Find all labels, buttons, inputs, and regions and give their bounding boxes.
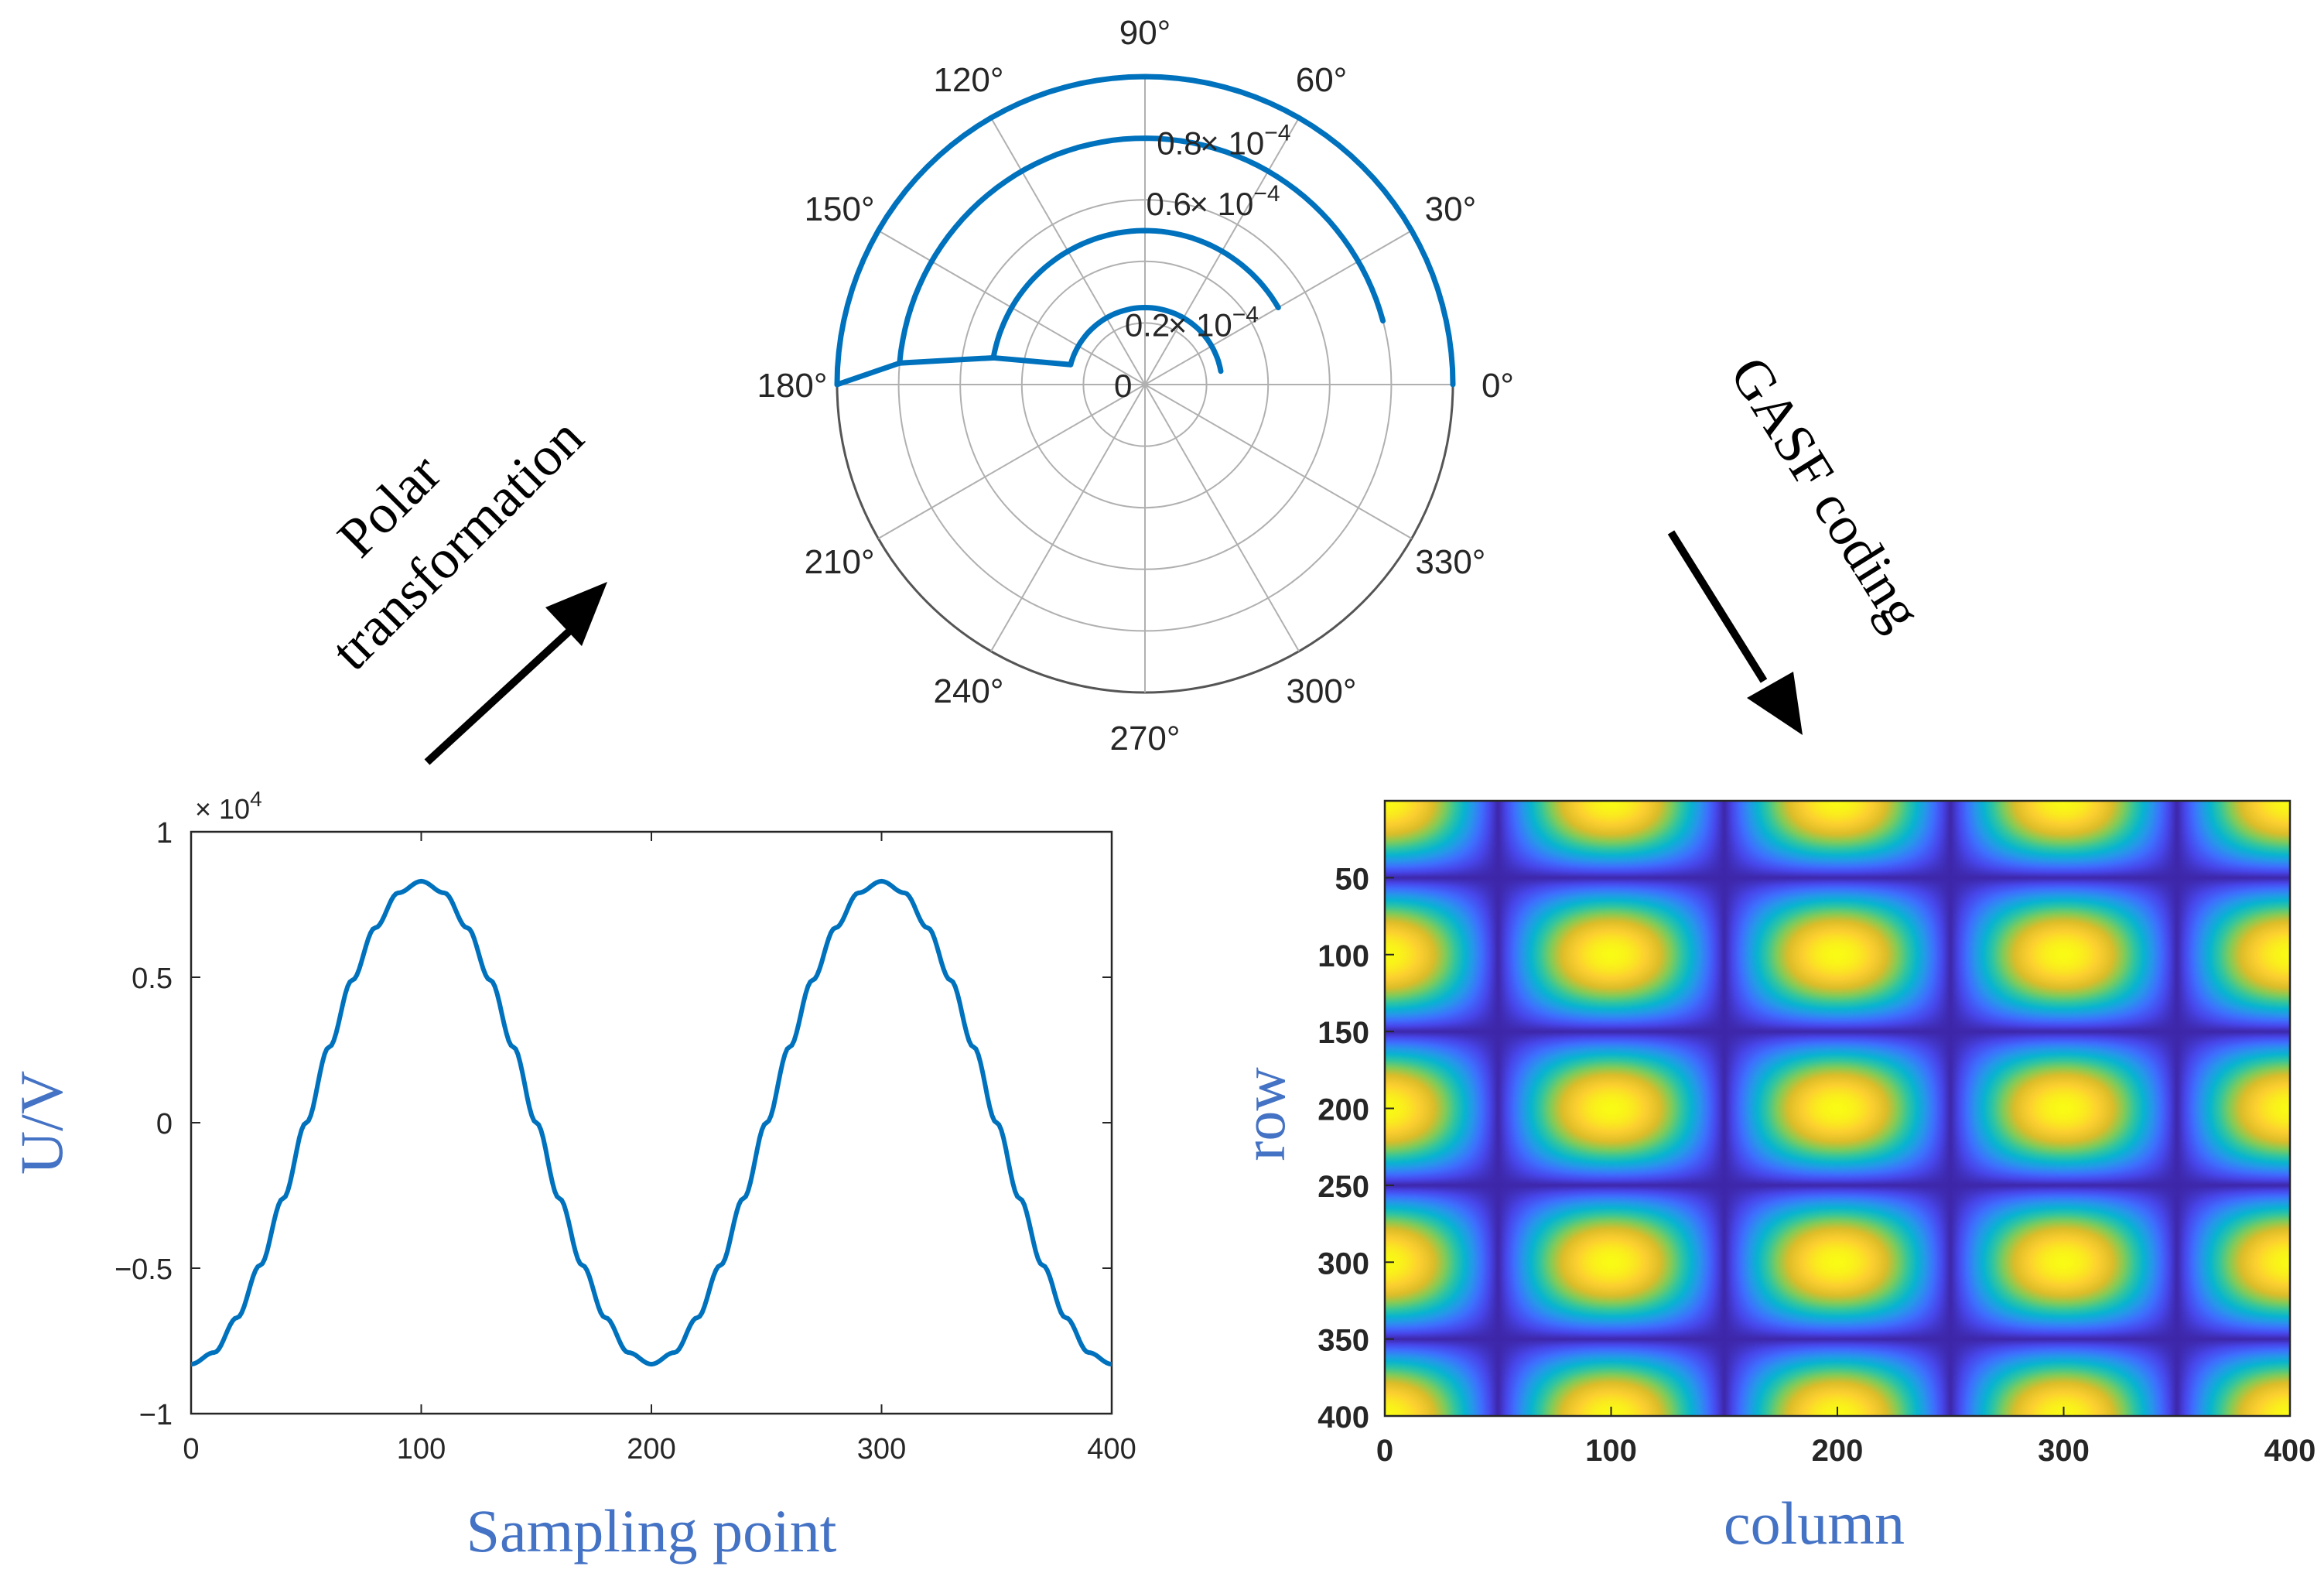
time-series-xtick-label: 400 bbox=[1087, 1433, 1136, 1465]
gasf-xtick-label: 100 bbox=[1585, 1434, 1637, 1468]
gasf-ticks: 0 100 200 300 400 50 100 150 200 250 300 350 400 bbox=[1318, 862, 2315, 1468]
gasf-xtick-label: 200 bbox=[1812, 1434, 1864, 1468]
time-series-axes-box bbox=[190, 830, 1113, 1415]
gasf-xtick-label: 300 bbox=[2038, 1434, 2090, 1468]
polar-r-tick-exponent: × 10−4 bbox=[1189, 181, 1280, 222]
polar-curve-link bbox=[834, 360, 903, 388]
gasf-ytick-label: 50 bbox=[1335, 862, 1370, 896]
gasf-ytick-label: 250 bbox=[1318, 1170, 1369, 1204]
polar-transform-arrow-shaft bbox=[424, 625, 576, 765]
polar-theta-tick-label: 60° bbox=[1296, 61, 1348, 99]
polar-spoke bbox=[1144, 384, 1413, 539]
gasf-ytick-label: 150 bbox=[1318, 1016, 1369, 1050]
polar-theta-tick-label: 150° bbox=[805, 190, 875, 228]
polar-theta-tick-label: 90° bbox=[1119, 14, 1171, 52]
polar-r-labels: 00.2× 10−40.6× 10−40.8× 10−4 bbox=[1114, 120, 1290, 404]
time-series-xtick-label: 0 bbox=[183, 1433, 199, 1465]
time-series-ytick-label: 0 bbox=[156, 1108, 173, 1141]
time-series-xlabel: Sampling point bbox=[467, 1497, 837, 1565]
gasf-ytick-label: 300 bbox=[1318, 1247, 1369, 1281]
polar-curve-arc bbox=[834, 74, 1456, 388]
polar-theta-tick-label: 120° bbox=[933, 61, 1003, 99]
time-series-chart: 0 100 200 300 400 1 0.5 0 −0.5 −1 × 104 Sampling … bbox=[8, 787, 1136, 1565]
polar-r-tick-exponent: × 10−4 bbox=[1200, 120, 1290, 161]
gasf-ytick-label: 200 bbox=[1318, 1093, 1369, 1127]
polar-spoke bbox=[877, 384, 1146, 539]
time-series-ytick-label: −1 bbox=[139, 1399, 173, 1431]
polar-curve-arc bbox=[990, 227, 1281, 361]
gasf-coding-arrow-head bbox=[1747, 672, 1803, 735]
polar-theta-tick-label: 180° bbox=[757, 367, 827, 405]
gasf-coding-arrow-shaft bbox=[1667, 530, 1768, 683]
gasf-ylabel: row bbox=[1230, 1067, 1297, 1161]
polar-curve-link bbox=[990, 354, 1074, 368]
polar-theta-labels: 0° 30° 60° 90° 120° 150° 180° 210° 240° 270° 300° 3… bbox=[757, 14, 1514, 758]
time-series-line bbox=[191, 878, 1112, 1367]
time-series-xtick-label: 300 bbox=[857, 1433, 906, 1465]
time-series-exponent: × 104 bbox=[195, 787, 262, 825]
polar-r-tick-label: 0.2 bbox=[1125, 307, 1170, 344]
time-series-ytick-label: 0.5 bbox=[132, 963, 173, 995]
polar-theta-tick-label: 30° bbox=[1425, 190, 1477, 228]
polar-r-tick-exponent: × 10−4 bbox=[1168, 303, 1259, 344]
gasf-xtick-label: 0 bbox=[1376, 1434, 1393, 1468]
time-series-xtick-label: 100 bbox=[397, 1433, 446, 1465]
polar-spoke bbox=[1144, 384, 1300, 652]
polar-r-tick-label: 0.8 bbox=[1157, 125, 1201, 161]
gasf-coding-arrow bbox=[1667, 530, 1803, 735]
polar-curve-arc bbox=[1068, 304, 1224, 374]
polar-grid bbox=[836, 75, 1454, 694]
time-series-ticks: 0 100 200 300 400 1 0.5 0 −0.5 −1 bbox=[114, 817, 1136, 1465]
polar-curve-link bbox=[897, 354, 996, 366]
gasf-ytick-label: 100 bbox=[1318, 939, 1369, 973]
polar-plot: 0° 30° 60° 90° 120° 150° 180° 210° 240° 270° 300° 3… bbox=[757, 14, 1514, 758]
gasf-heatmap-chart: 0 100 200 300 400 50 100 150 200 250 300 350 400 col… bbox=[1230, 799, 2315, 1557]
polar-spoke bbox=[990, 384, 1146, 652]
gasf-xlabel: column bbox=[1724, 1489, 1905, 1557]
gasf-heatmap-image bbox=[1385, 801, 2290, 1416]
polar-curves bbox=[834, 74, 1456, 388]
polar-theta-tick-label: 330° bbox=[1415, 543, 1485, 581]
time-series-xtick-label: 200 bbox=[627, 1433, 675, 1465]
polar-transform-arrow-head bbox=[545, 582, 607, 646]
polar-theta-tick-label: 210° bbox=[805, 543, 875, 581]
gasf-ytick-label: 400 bbox=[1318, 1400, 1369, 1435]
gasf-ytick-label: 350 bbox=[1318, 1324, 1369, 1358]
polar-r-tick-label: 0 bbox=[1114, 368, 1132, 404]
polar-theta-tick-label: 300° bbox=[1286, 672, 1356, 710]
polar-curve-arc bbox=[897, 135, 1386, 366]
gasf-coding-label: GASF coding bbox=[1718, 346, 1934, 640]
polar-theta-tick-label: 240° bbox=[933, 672, 1003, 710]
time-series-ytick-label: −0.5 bbox=[114, 1253, 173, 1286]
polar-r-tick-label: 0.6 bbox=[1146, 186, 1191, 222]
polar-theta-tick-label: 0° bbox=[1482, 367, 1514, 405]
time-series-ylabel: U/V bbox=[8, 1071, 75, 1175]
time-series-ytick-label: 1 bbox=[156, 817, 173, 850]
polar-transform-arrow bbox=[424, 582, 607, 765]
polar-theta-tick-label: 270° bbox=[1109, 720, 1180, 758]
gasf-xtick-label: 400 bbox=[2264, 1434, 2316, 1468]
